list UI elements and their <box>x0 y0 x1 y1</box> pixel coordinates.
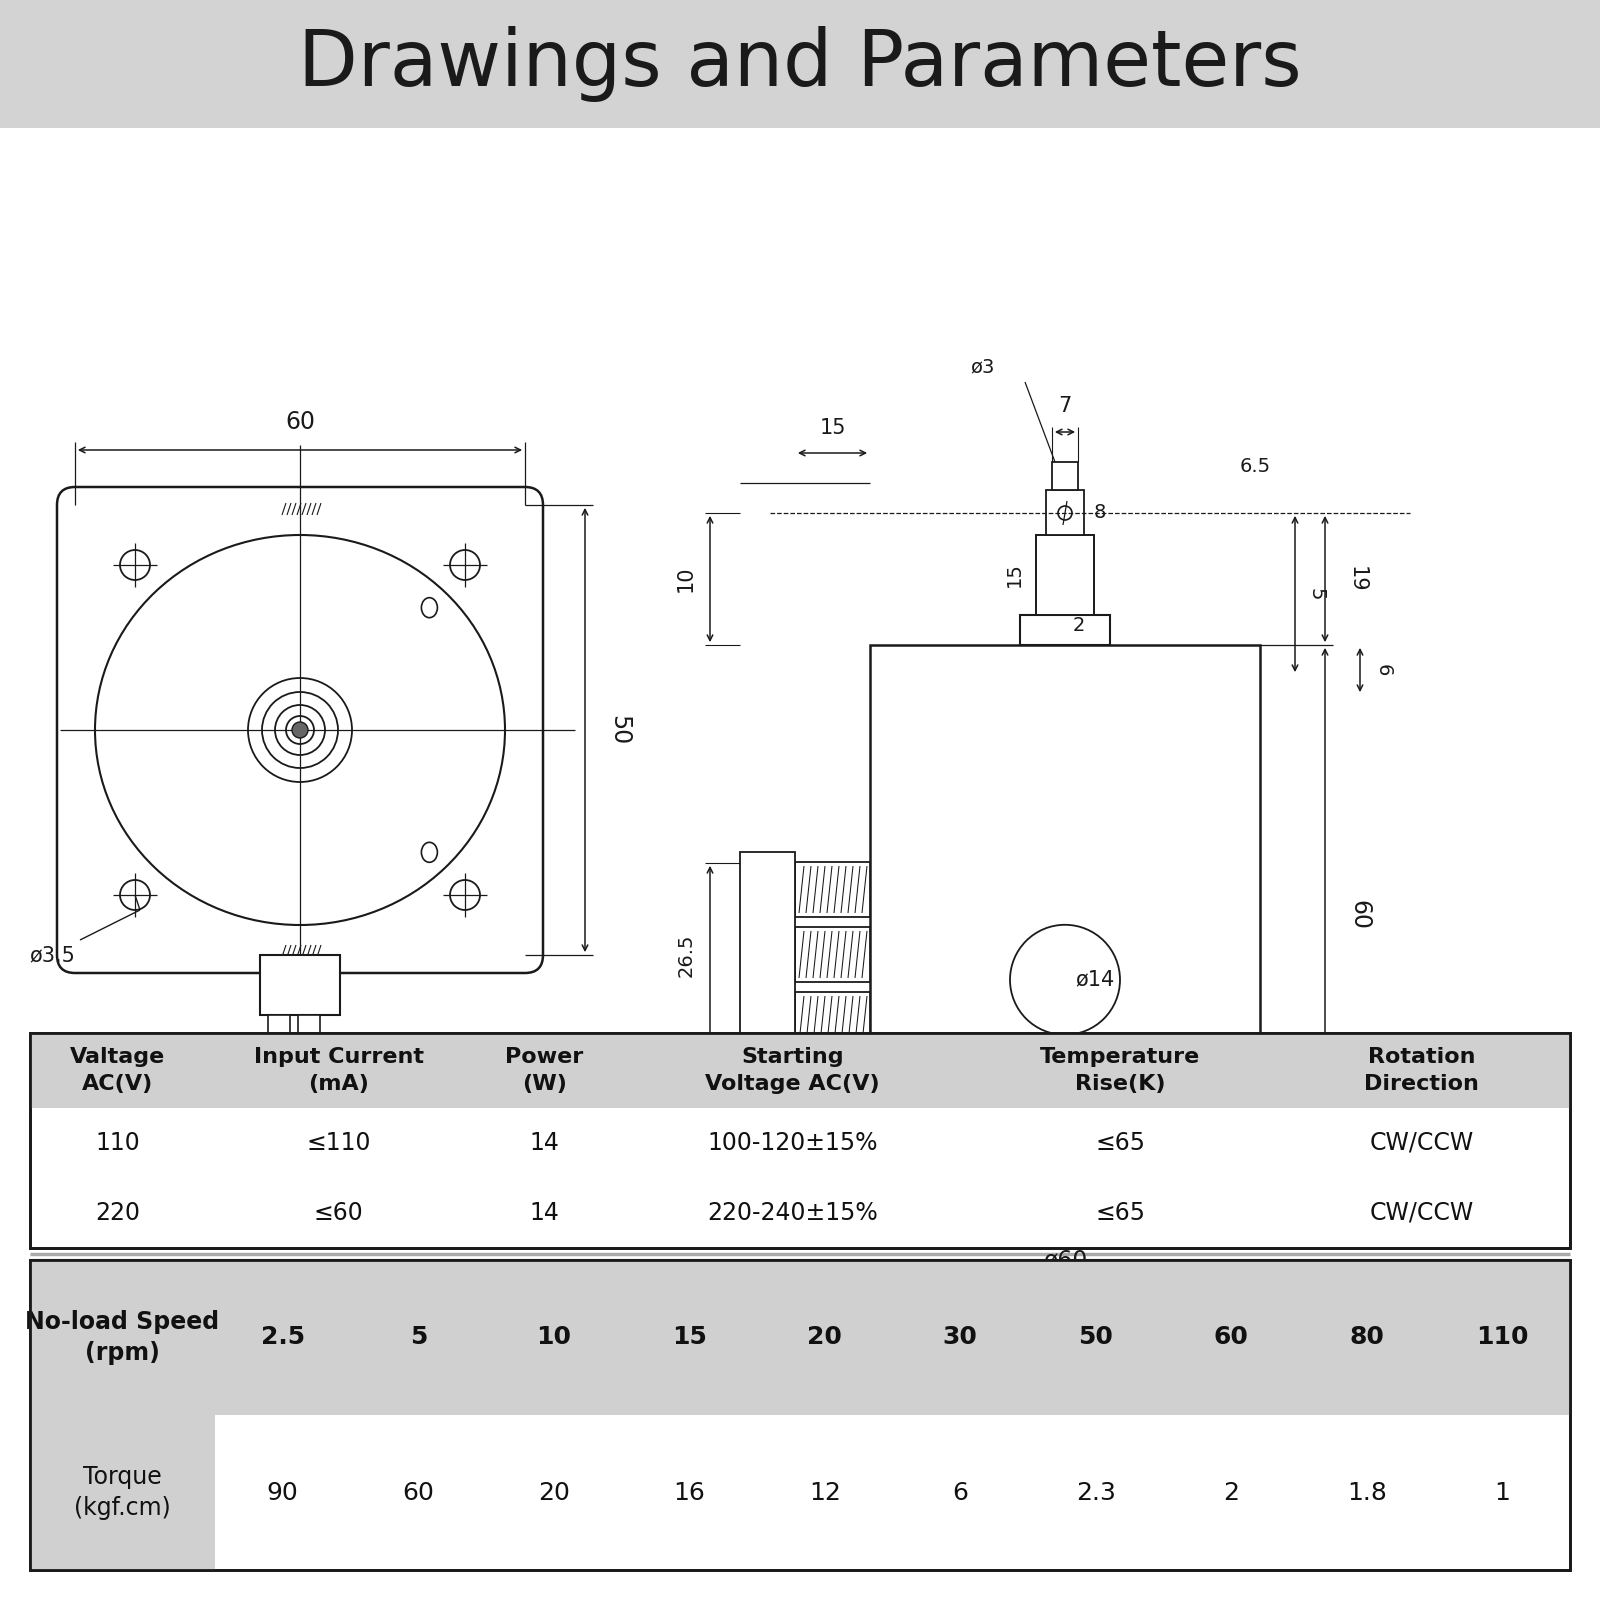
Bar <box>30 1034 1570 1248</box>
Text: ø 16.2: ø 16.2 <box>1059 1045 1126 1066</box>
Text: ≤65: ≤65 <box>1094 1131 1146 1155</box>
Text: ≤60: ≤60 <box>314 1202 363 1226</box>
Text: 220: 220 <box>94 1202 141 1226</box>
Bar <box>1037 534 1094 614</box>
Bar <box>795 862 870 917</box>
Bar <box>30 1414 214 1570</box>
Text: No-load Speed
(rpm): No-load Speed (rpm) <box>26 1310 219 1365</box>
Text: 60: 60 <box>285 410 315 434</box>
Text: 1.8: 1.8 <box>1347 1480 1387 1504</box>
Bar <box>870 645 1261 1186</box>
Text: 10: 10 <box>675 566 696 592</box>
Text: 15: 15 <box>1005 563 1024 587</box>
Circle shape <box>291 722 307 738</box>
Bar <box>30 1261 1570 1414</box>
Bar <box>30 1034 1570 1248</box>
Bar <box>795 992 870 1046</box>
Bar <box>259 955 339 1014</box>
Bar <box>795 926 870 982</box>
Bar <box>298 1014 320 1045</box>
Text: 20: 20 <box>808 1325 842 1349</box>
Text: 19.5: 19.5 <box>277 1085 323 1106</box>
Text: Torque
(kgf.cm): Torque (kgf.cm) <box>74 1464 171 1520</box>
Text: ø60: ø60 <box>1043 1248 1086 1272</box>
Text: 14: 14 <box>530 1131 560 1155</box>
Bar <box>30 1261 214 1414</box>
Text: Temperature
Rise(K): Temperature Rise(K) <box>1040 1048 1200 1094</box>
Text: CW/CCW: CW/CCW <box>1370 1131 1474 1155</box>
Text: 6: 6 <box>1374 664 1394 677</box>
Text: 10: 10 <box>536 1325 571 1349</box>
Text: ≤110: ≤110 <box>307 1131 371 1155</box>
Text: 8: 8 <box>1094 504 1106 523</box>
Text: 6: 6 <box>952 1480 968 1504</box>
Bar <box>30 1261 1570 1570</box>
Bar <box>30 1261 1570 1570</box>
Text: Input Current
(mA): Input Current (mA) <box>254 1048 424 1094</box>
Text: 5: 5 <box>410 1325 427 1349</box>
Text: 220-240±15%: 220-240±15% <box>707 1202 878 1226</box>
Text: 7: 7 <box>1058 395 1072 416</box>
Bar <box>1046 490 1085 534</box>
Text: Valtage
AC(V): Valtage AC(V) <box>70 1048 165 1094</box>
Text: 60: 60 <box>402 1480 434 1504</box>
Text: 2: 2 <box>1074 616 1085 635</box>
Text: Rotation
Direction: Rotation Direction <box>1363 1048 1478 1094</box>
Text: 110: 110 <box>96 1131 141 1155</box>
Bar <box>1021 614 1110 645</box>
Bar <box>30 1034 1570 1107</box>
Text: 14: 14 <box>530 1202 560 1226</box>
Text: 15: 15 <box>819 418 846 438</box>
Text: ø3: ø3 <box>971 357 995 376</box>
Text: ø3.5: ø3.5 <box>29 946 75 965</box>
Text: Drawings and Parameters: Drawings and Parameters <box>298 26 1302 102</box>
Bar <box>795 1054 870 1110</box>
Text: 50: 50 <box>606 715 630 746</box>
Text: 60: 60 <box>1347 899 1371 930</box>
Text: 6.5: 6.5 <box>1240 456 1270 475</box>
Text: 30: 30 <box>942 1325 978 1349</box>
Text: ø14: ø14 <box>1075 970 1114 990</box>
Text: Starting
Voltage AC(V): Starting Voltage AC(V) <box>706 1048 880 1094</box>
Text: 15: 15 <box>672 1325 707 1349</box>
Text: 12: 12 <box>810 1480 840 1504</box>
Bar <box>269 1014 290 1045</box>
Bar <box>739 851 795 1058</box>
Text: 80: 80 <box>1349 1325 1384 1349</box>
Text: 2.3: 2.3 <box>1075 1480 1115 1504</box>
Text: Power
(W): Power (W) <box>506 1048 584 1094</box>
Text: 19: 19 <box>1347 566 1366 592</box>
Text: 50: 50 <box>1078 1325 1114 1349</box>
Text: 100-120±15%: 100-120±15% <box>707 1131 878 1155</box>
Text: 5: 5 <box>1307 587 1326 600</box>
Text: CW/CCW: CW/CCW <box>1370 1202 1474 1226</box>
Text: 110: 110 <box>1475 1325 1528 1349</box>
Bar <box>1053 462 1078 490</box>
Text: 16: 16 <box>674 1480 706 1504</box>
Text: 26.5: 26.5 <box>677 933 696 976</box>
Text: 20: 20 <box>538 1480 570 1504</box>
Bar <box>0 0 1600 128</box>
Text: ≤65: ≤65 <box>1094 1202 1146 1226</box>
Text: 60: 60 <box>1214 1325 1248 1349</box>
Text: 2: 2 <box>1224 1480 1240 1504</box>
Text: 1: 1 <box>1494 1480 1510 1504</box>
Text: 2.5: 2.5 <box>261 1325 306 1349</box>
Text: 90: 90 <box>267 1480 299 1504</box>
FancyBboxPatch shape <box>58 486 542 973</box>
